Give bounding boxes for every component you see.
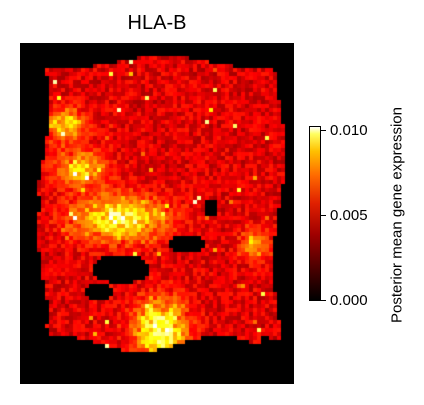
- colorbar-tick-mark: [321, 215, 326, 216]
- colorbar-tick-mark: [321, 300, 326, 301]
- chart-title: HLA-B: [127, 12, 187, 34]
- colorbar-tick-label: 0.005: [330, 207, 368, 224]
- colorbar-tick-mark: [321, 130, 326, 131]
- colorbar-tick-label: 0.000: [330, 292, 368, 309]
- colorbar-label: Posterior mean gene expression: [388, 107, 406, 323]
- colorbar-tick-label: 0.010: [330, 122, 368, 139]
- colorbar: [309, 126, 321, 301]
- heatmap-cells: [21, 44, 293, 383]
- heatmap-plot-area: [20, 43, 294, 384]
